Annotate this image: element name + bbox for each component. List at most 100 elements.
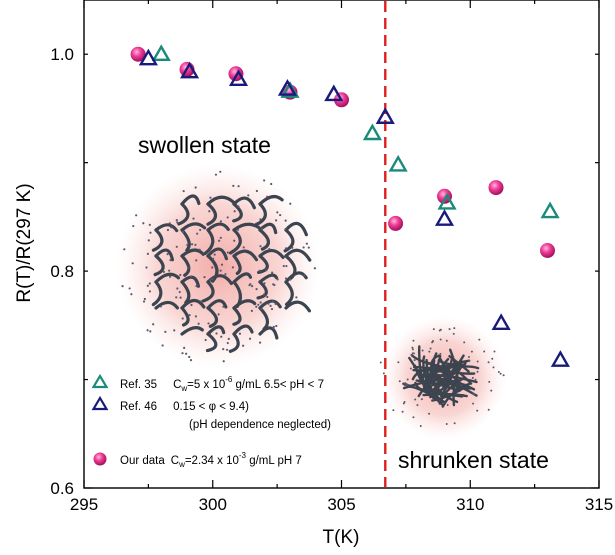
polymer-chain: [258, 228, 270, 251]
solvent-dot: [284, 227, 287, 231]
solvent-dot: [170, 226, 173, 229]
solvent-dot: [198, 248, 201, 251]
solvent-dot: [313, 267, 317, 270]
solvent-dot: [263, 179, 266, 182]
solvent-dot: [284, 219, 287, 222]
solvent-dot: [379, 361, 382, 364]
solvent-dot: [445, 423, 448, 426]
solvent-dot: [200, 300, 203, 303]
solvent-dot: [222, 305, 225, 308]
solvent-dot: [224, 273, 227, 276]
polymer-chain: [180, 222, 207, 232]
data-point-ref46: [324, 84, 344, 102]
solvent-dot: [209, 279, 212, 282]
solvent-dot: [179, 273, 182, 277]
solvent-dot: [446, 404, 449, 407]
axis-ticks: [83, 0, 600, 489]
solvent-dot: [428, 412, 431, 415]
solvent-dot: [215, 332, 218, 335]
solvent-dot: [453, 422, 456, 425]
solvent-dot: [473, 393, 476, 396]
polymer-chain: [232, 202, 243, 223]
solvent-dot: [476, 409, 479, 412]
solvent-dot: [176, 287, 179, 290]
solvent-dot: [199, 228, 202, 232]
solvent-dot: [250, 285, 254, 288]
solvent-dot: [161, 344, 164, 347]
solvent-dot: [274, 302, 277, 305]
y-tick-label: 0.6: [50, 479, 74, 498]
solvent-dot: [147, 239, 150, 242]
data-point-ref35: [151, 44, 171, 62]
solvent-dot: [269, 304, 272, 307]
solvent-dot: [131, 262, 134, 265]
solvent-dot: [404, 382, 407, 385]
solvent-dot: [416, 404, 419, 407]
data-point-ref35: [540, 201, 560, 219]
solvent-dot: [135, 214, 138, 217]
solvent-dot: [470, 350, 473, 353]
solvent-dot: [289, 202, 292, 205]
swollen-gel-illustration: [116, 164, 320, 368]
solvent-dot: [448, 328, 451, 331]
solvent-dot: [175, 218, 178, 222]
solvent-dot: [123, 248, 126, 251]
solvent-dot: [237, 205, 240, 208]
solvent-dot: [166, 228, 170, 232]
solvent-dot: [219, 269, 222, 272]
polymer-chain: [151, 228, 164, 252]
solvent-dot: [413, 359, 416, 362]
polymer-chain: [284, 221, 308, 237]
solvent-dot: [398, 380, 401, 383]
solvent-dot: [195, 259, 198, 262]
data-point-ref46: [375, 107, 395, 124]
solvent-dot: [472, 402, 475, 405]
solvent-dot: [233, 210, 236, 213]
polymer-chain: [284, 271, 308, 284]
solvent-dot: [411, 348, 414, 351]
solvent-dot: [474, 378, 477, 381]
solvent-dot: [432, 328, 435, 331]
solvent-dot: [145, 266, 148, 269]
solvent-dot: [478, 338, 481, 341]
solvent-dot: [242, 344, 245, 347]
solvent-dot: [195, 285, 198, 288]
polymer-chain: [205, 332, 218, 353]
solvent-dot: [307, 246, 310, 249]
solvent-dot: [276, 211, 279, 214]
solvent-dot: [185, 352, 188, 355]
solvent-dot: [493, 350, 496, 353]
solvent-dot: [410, 353, 413, 356]
polymer-chain: [206, 306, 219, 328]
data-point-ref35: [388, 154, 408, 172]
solvent-dot: [271, 271, 274, 274]
polymer-chain: [154, 272, 181, 284]
solvent-dot: [289, 278, 292, 281]
polymer-chain: [180, 306, 190, 327]
polymer-chain: [232, 249, 259, 262]
solvent-dot: [285, 264, 288, 268]
solvent-dot: [192, 217, 195, 220]
solvent-dot: [219, 170, 222, 173]
data-point-our-data: [228, 66, 244, 82]
polymer-chain: [228, 228, 242, 255]
solvent-dot: [467, 356, 470, 359]
solvent-dot: [146, 329, 149, 332]
polymer-chain: [206, 202, 218, 226]
solvent-dot: [491, 357, 494, 360]
legend-entry-our-data: Our data Cw=2.34 x 10-3 g/mL pH 7: [93, 451, 302, 469]
solvent-dot: [302, 246, 305, 249]
data-point-ref46: [277, 79, 297, 96]
solvent-dot: [284, 277, 288, 280]
solvent-dot: [403, 384, 406, 387]
solvent-dot: [266, 195, 269, 198]
solvent-dot: [130, 293, 133, 296]
data-point-ref46: [550, 350, 570, 367]
solvent-dot: [208, 210, 211, 213]
solvent-dot: [428, 350, 431, 353]
solvent-dot: [476, 360, 479, 363]
polymer-chain: [284, 280, 294, 306]
solvent-dot: [463, 341, 466, 344]
polymer-chain: [256, 280, 268, 300]
